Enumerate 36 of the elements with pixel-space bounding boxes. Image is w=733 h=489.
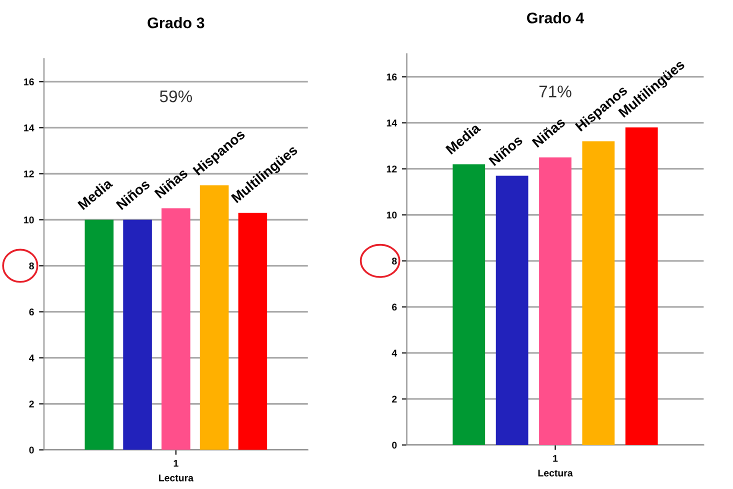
bar: [496, 176, 528, 445]
x-axis-title: Lectura: [159, 474, 194, 482]
y-tick-label: 0: [392, 442, 397, 449]
bar: [162, 208, 190, 450]
chart-title: Grado 3: [148, 17, 204, 28]
y-tick-label: 12: [386, 166, 397, 172]
y-tick-label: 8: [29, 262, 34, 270]
annotation: 71%: [539, 86, 572, 98]
bar: [238, 212, 268, 450]
bar: [452, 164, 486, 445]
y-tick-label: 2: [29, 400, 34, 408]
bar: [123, 220, 152, 450]
y-tick-label: 6: [29, 308, 34, 316]
chart-title: Grado 4: [527, 12, 584, 24]
x-tick-label: 1: [553, 455, 558, 462]
y-tick-label: 14: [386, 120, 398, 126]
y-tick-label: 8: [392, 258, 397, 265]
y-tick-label: 2: [392, 396, 397, 402]
bar: [84, 220, 114, 450]
annotation: 59%: [160, 90, 192, 102]
y-tick-label: 4: [392, 350, 398, 356]
x-tick-label: 1: [174, 460, 178, 467]
bar: [582, 141, 615, 445]
y-tick-label: 16: [386, 74, 397, 80]
y-tick-label: 10: [24, 216, 34, 224]
bar: [539, 157, 572, 445]
y-tick-label: 10: [386, 212, 397, 218]
y-tick-label: 16: [24, 78, 34, 86]
bar: [625, 127, 658, 445]
y-tick-label: 14: [24, 124, 34, 132]
y-tick-label: 6: [392, 304, 397, 311]
y-tick-label: 4: [29, 354, 34, 362]
bar: [200, 185, 229, 450]
x-axis-title: Lectura: [538, 470, 573, 476]
y-tick-label: 12: [24, 170, 34, 178]
y-tick-label: 0: [29, 446, 34, 454]
